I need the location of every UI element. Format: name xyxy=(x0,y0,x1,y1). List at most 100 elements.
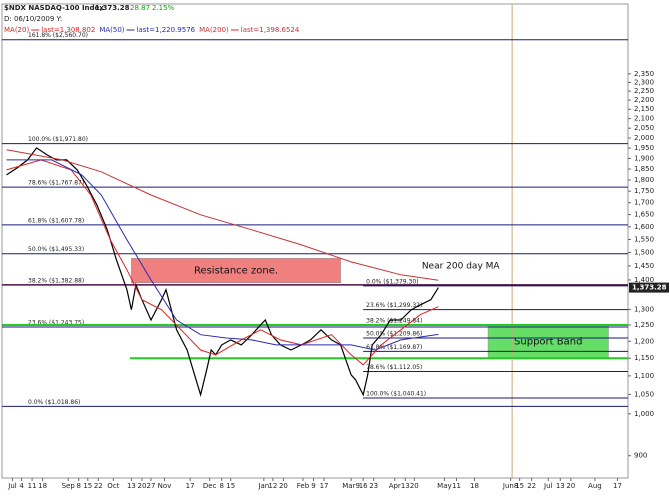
x-tick-label: 9 xyxy=(311,482,315,490)
fib-label: 61.8% ($1,169.87) xyxy=(366,344,422,351)
y-tick-label: 2,300 xyxy=(634,78,654,86)
fib-label: 61.8% ($1,607.78) xyxy=(28,217,84,224)
y-tick-label: 1,600 xyxy=(634,223,654,231)
y-tick-label: 2,250 xyxy=(634,87,654,95)
y-tick-label: 1,400 xyxy=(634,276,654,284)
y-tick-label: 1,650 xyxy=(634,211,654,219)
x-tick-label: 8 xyxy=(77,482,81,490)
x-tick-label: 22 xyxy=(527,482,536,490)
legend-last: last=1,220.9576 xyxy=(137,26,196,34)
x-tick-label: Apr xyxy=(389,482,401,490)
y-tick-label: 2,100 xyxy=(634,115,654,123)
y-tick-label: 1,850 xyxy=(634,165,654,173)
fib-label: 38.2% ($1,382.88) xyxy=(28,277,84,284)
x-tick-label: 11 xyxy=(452,482,461,490)
x-tick-label: 22 xyxy=(94,482,103,490)
x-tick-label: 13 xyxy=(401,482,410,490)
y-tick-label: 1,200 xyxy=(634,337,654,345)
x-tick-label: 20 xyxy=(137,482,146,490)
x-tick-label: Jul xyxy=(7,482,17,490)
y-tick-label: 900 xyxy=(634,452,647,460)
x-tick-label: Oct xyxy=(107,482,119,490)
x-tick-label: 20 xyxy=(566,482,575,490)
fib-label: 0.0% ($1,018.86) xyxy=(28,399,80,406)
last-price-label: 1,373.28 xyxy=(632,284,667,292)
x-tick-label: Mar9 xyxy=(342,482,360,490)
zone xyxy=(487,324,609,359)
x-tick-label: 12 xyxy=(268,482,277,490)
x-tick-label: 18 xyxy=(470,482,479,490)
fib-label: 38.2% ($1,249.84) xyxy=(366,318,422,325)
x-tick-label: Jun8 xyxy=(502,482,518,490)
fib-label: 23.6% ($1,243.75) xyxy=(28,320,84,327)
x-tick-label: 15 xyxy=(83,482,92,490)
x-tick-label: 11 xyxy=(28,482,37,490)
y-tick-label: 1,500 xyxy=(634,248,654,256)
header-last: 1,373.28 xyxy=(95,4,130,12)
x-tick-label: 17 xyxy=(186,482,195,490)
zone xyxy=(131,258,341,284)
y-tick-label: 1,700 xyxy=(634,199,654,207)
y-tick-label: 1,550 xyxy=(634,235,654,243)
fib-label: 78.6% ($1,112.05) xyxy=(366,364,422,371)
fib-label: 100.0% ($1,971.80) xyxy=(28,136,88,143)
y-tick-label: 2,350 xyxy=(634,70,654,78)
header-date: D: 06/10/2009 Y: xyxy=(4,15,62,23)
x-tick-label: Jul xyxy=(543,482,553,490)
zone-label: Resistance zone. xyxy=(194,266,278,277)
x-tick-label: 20 xyxy=(410,482,419,490)
x-tick-label: Dec xyxy=(203,482,217,490)
price-line xyxy=(6,147,439,398)
x-tick-label: 15 xyxy=(226,482,235,490)
fib-label: 50.0% ($1,209.86) xyxy=(366,331,422,338)
y-tick-label: 1,000 xyxy=(634,410,654,418)
y-tick-label: 1,800 xyxy=(634,176,654,184)
legend-name: MA(200) xyxy=(199,26,229,34)
y-tick-label: 1,300 xyxy=(634,305,654,313)
y-tick-label: 2,050 xyxy=(634,124,654,132)
legend-name: MA(50) xyxy=(99,26,124,34)
y-tick-label: 2,200 xyxy=(634,96,654,104)
y-tick-label: 1,250 xyxy=(634,321,654,329)
x-tick-label: 23 xyxy=(369,482,378,490)
x-tick-label: 8 xyxy=(219,482,223,490)
x-tick-label: 17 xyxy=(613,482,622,490)
legend-last: last=1,398.6524 xyxy=(241,26,300,34)
annotation: Near 200 day MA xyxy=(422,261,501,271)
header-change-pct: 2.15% xyxy=(152,4,175,12)
y-tick-label: 2,150 xyxy=(634,105,654,113)
y-tick-label: 1,150 xyxy=(634,354,654,362)
legend-last: last=1,308.802 xyxy=(41,26,95,34)
ma-line xyxy=(6,149,439,281)
x-tick-label: 20 xyxy=(279,482,288,490)
x-tick-label: Nov xyxy=(158,482,172,490)
x-tick-label: Aug xyxy=(588,482,602,490)
x-tick-label: Feb xyxy=(297,482,310,490)
fib-label: 23.6% ($1,299.32) xyxy=(366,302,422,309)
fib-label: 50.0% ($1,495.33) xyxy=(28,246,84,253)
x-tick-label: Sep xyxy=(62,482,76,490)
y-tick-label: 1,050 xyxy=(634,390,654,398)
x-tick-label: 17 xyxy=(320,482,329,490)
y-tick-label: 2,000 xyxy=(634,134,654,142)
x-tick-label: May xyxy=(437,482,451,490)
x-tick-label: 4 xyxy=(19,482,24,490)
x-tick-label: Jan xyxy=(257,482,269,490)
x-tick-label: 16 xyxy=(359,482,368,490)
y-tick-label: 1,100 xyxy=(634,372,654,380)
ma-line xyxy=(6,159,439,366)
zone-label: Support Band xyxy=(514,337,582,348)
x-tick-label: 13 xyxy=(556,482,565,490)
x-tick-label: 27 xyxy=(147,482,156,490)
legend-name: MA(20) xyxy=(4,26,29,34)
y-tick-label: 1,900 xyxy=(634,154,654,162)
header-symbol: $NDX NASDAQ-100 Index xyxy=(4,4,104,12)
fib-label: 100.0% ($1,040.41) xyxy=(366,391,426,398)
x-tick-label: 15 xyxy=(515,482,524,490)
y-tick-label: 1,750 xyxy=(634,187,654,195)
y-tick-label: 1,450 xyxy=(634,262,654,270)
fib-label: 0.0% ($1,379.30) xyxy=(366,278,418,285)
header-change: 28.87 xyxy=(130,4,150,12)
